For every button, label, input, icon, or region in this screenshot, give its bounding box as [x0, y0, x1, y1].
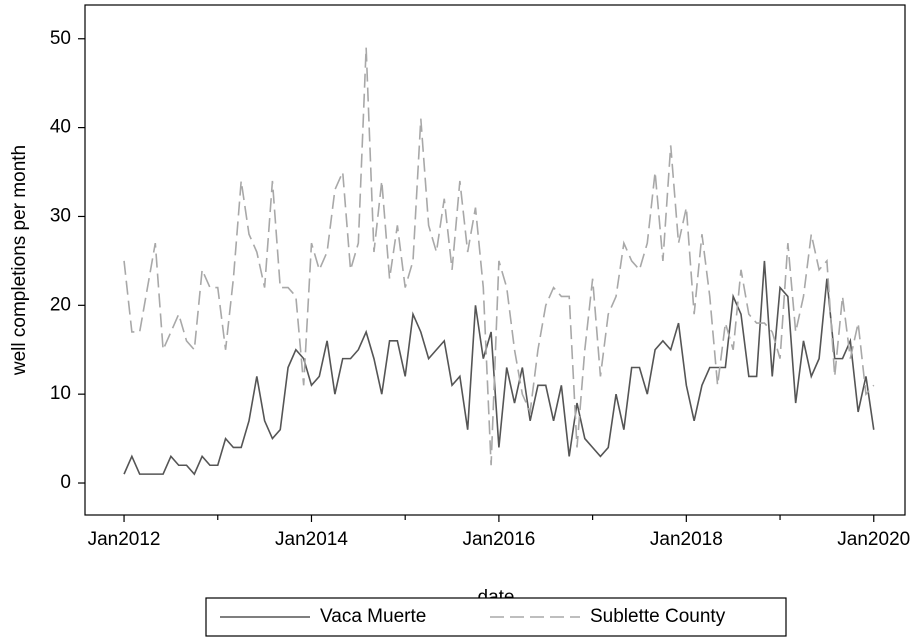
- x-tick-label: Jan2012: [88, 529, 161, 550]
- y-tick-label: 0: [60, 472, 71, 493]
- legend-label: Vaca Muerte: [320, 606, 426, 627]
- y-tick-label: 20: [50, 294, 71, 315]
- series-line: [123, 47, 875, 466]
- y-tick-label: 40: [50, 117, 71, 138]
- x-tick-label: Jan2016: [462, 529, 535, 550]
- series-line: [123, 260, 875, 476]
- y-tick-label: 50: [50, 28, 71, 49]
- y-tick-label: 30: [50, 205, 71, 226]
- x-tick-label: Jan2020: [837, 529, 910, 550]
- plot-frame: [84, 4, 906, 516]
- x-tick-label: Jan2014: [275, 529, 348, 550]
- y-tick-label: 10: [50, 383, 71, 404]
- legend-label: Sublette County: [590, 606, 726, 627]
- x-tick-label: Jan2018: [650, 529, 723, 550]
- y-axis-label: well completions per month: [9, 145, 30, 376]
